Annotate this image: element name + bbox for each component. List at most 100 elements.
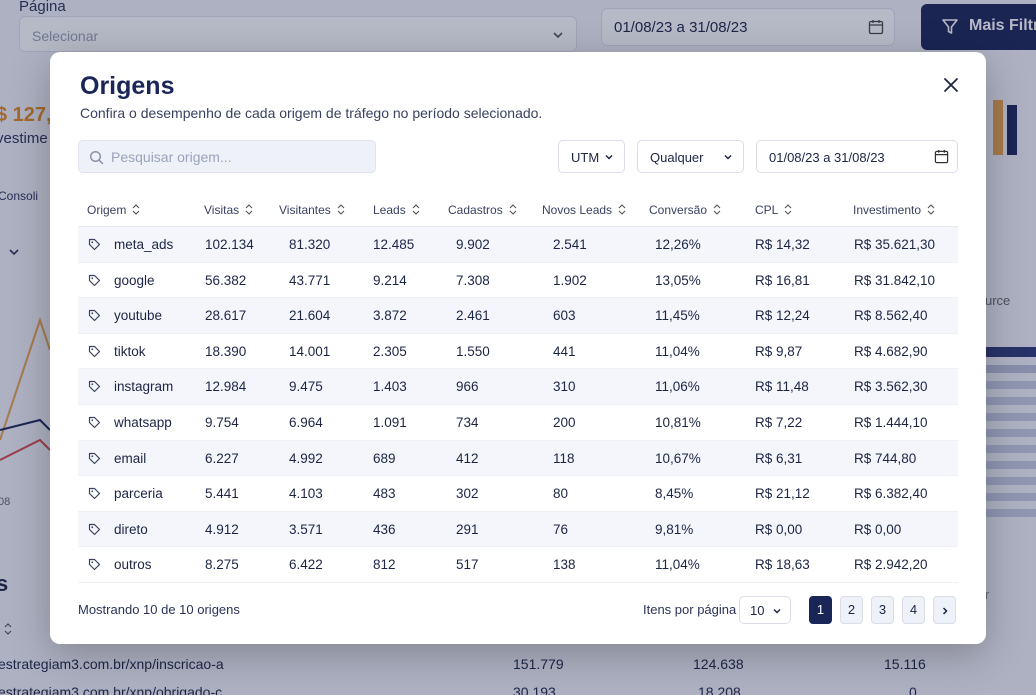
column-header-investimento[interactable]: Investimento: [853, 203, 935, 217]
chart-line-red: [0, 438, 50, 461]
cell-leads: 689: [373, 450, 396, 466]
chevron-down-icon[interactable]: [8, 246, 20, 258]
table-row[interactable]: estrategiam3.com.br/xnp/obrigado-c 30.19…: [0, 680, 1036, 695]
more-filters-button[interactable]: Mais Filtr: [921, 4, 1036, 50]
chart-line-orange: [0, 316, 50, 441]
tag-icon: [88, 345, 101, 357]
column-header-cadastros[interactable]: Cadastros: [448, 203, 517, 217]
sort-icon: [927, 204, 935, 215]
column-header-origem[interactable]: Origem: [87, 203, 140, 217]
cell-leads: 1.091: [373, 414, 407, 430]
cell-origem: instagram: [114, 379, 174, 395]
row-value-2: 18.208: [698, 684, 741, 695]
table-row[interactable]: meta_ads 102.134 81.320 12.485 9.902 2.541 12,…: [78, 227, 958, 263]
cell-cadastros: 734: [456, 414, 479, 430]
cell-visitantes: 6.964: [289, 414, 323, 430]
cell-conversao: 10,81%: [655, 414, 701, 430]
chevron-down-icon: [773, 608, 781, 614]
cell-novos-leads: 441: [553, 343, 576, 359]
cell-cpl: R$ 11,48: [755, 379, 809, 395]
table-row[interactable]: whatsapp 9.754 6.964 1.091 734 200 10,81% R$ 7,…: [78, 405, 958, 441]
cell-visitas: 12.984: [205, 379, 247, 395]
background-stripes: [985, 347, 1036, 517]
cell-cpl: R$ 21,12: [755, 486, 810, 502]
chevron-right-icon: [942, 607, 948, 615]
table-row[interactable]: instagram 12.984 9.475 1.403 966 310 11,06% R$ …: [78, 369, 958, 405]
cell-investimento: R$ 6.382,40: [854, 486, 928, 502]
cell-visitas: 8.275: [205, 557, 239, 573]
page-filter-select[interactable]: Selecionar: [19, 16, 577, 52]
modal-subtitle: Confira o desempenho de cada origem de t…: [80, 105, 543, 121]
table-row[interactable]: direto 4.912 3.571 436 291 76 9,81% R$ 0,00 R$ 0…: [78, 511, 958, 548]
table-row[interactable]: google 56.382 43.771 9.214 7.308 1.902 13,05% R…: [78, 263, 958, 299]
per-page-value: 10: [750, 603, 765, 618]
page-button-1[interactable]: 1: [809, 596, 832, 624]
row-url[interactable]: estrategiam3.com.br/xnp/obrigado-c: [0, 684, 223, 695]
utm-dropdown[interactable]: UTM: [558, 140, 625, 173]
table-row[interactable]: youtube 28.617 21.604 3.872 2.461 603 11,45% R$…: [78, 298, 958, 334]
tag-icon: [88, 452, 101, 464]
tab-consolidated[interactable]: Consoli: [0, 189, 38, 203]
row-url[interactable]: estrategiam3.com.br/xnp/inscricao-a: [0, 656, 224, 672]
table-row[interactable]: parceria 5.441 4.103 483 302 80 8,45% R$ 21,12 R…: [78, 476, 958, 512]
cell-investimento: R$ 2.942,20: [854, 557, 928, 573]
cell-leads: 12.485: [373, 237, 415, 252]
row-value-2: 124.638: [693, 656, 744, 672]
page-button-2[interactable]: 2: [840, 596, 863, 624]
status-dropdown[interactable]: Qualquer: [637, 140, 744, 173]
per-page-select[interactable]: 10: [739, 596, 791, 624]
table-row[interactable]: estrategiam3.com.br/xnp/inscricao-a 151.…: [0, 652, 1036, 678]
background-bar-chart: [993, 100, 1017, 155]
cell-cpl: R$ 18,63: [755, 557, 810, 573]
cell-conversao: 9,81%: [655, 521, 694, 537]
search-origin-input[interactable]: [111, 141, 369, 172]
column-header-label: Origem: [87, 203, 127, 217]
chevron-down-icon: [553, 32, 563, 39]
cell-visitantes: 14.001: [289, 343, 331, 359]
table-row[interactable]: outros 8.275 6.422 812 517 138 11,04% R$ 18,63 R…: [78, 547, 958, 583]
column-header-visitas[interactable]: Visitas: [204, 203, 253, 217]
cell-cadastros: 302: [456, 486, 479, 502]
cell-origem: email: [114, 450, 147, 466]
cell-conversao: 10,67%: [655, 450, 701, 466]
cell-novos-leads: 200: [553, 414, 576, 430]
cell-leads: 9.214: [373, 272, 407, 288]
table-row[interactable]: tiktok 18.390 14.001 2.305 1.550 441 11,04% R$ …: [78, 334, 958, 370]
cell-visitantes: 3.571: [289, 521, 323, 537]
calendar-icon: [934, 149, 949, 164]
page-filter-label: Página: [19, 0, 66, 15]
column-header-cpl[interactable]: CPL: [755, 203, 792, 217]
column-header-leads[interactable]: Leads: [373, 203, 420, 217]
tab-consolidated-label: Consoli: [0, 189, 39, 203]
cell-visitantes: 4.992: [289, 450, 323, 466]
column-header-conversao[interactable]: Conversão: [649, 203, 721, 217]
page-button-4[interactable]: 4: [902, 596, 925, 624]
column-header-novos-leads[interactable]: Novos Leads: [542, 203, 626, 217]
modal-date-picker[interactable]: 01/08/23 a 31/08/23: [756, 140, 958, 173]
page-button-3[interactable]: 3: [871, 596, 894, 624]
cell-investimento: R$ 744,80: [854, 450, 917, 466]
table-row[interactable]: email 6.227 4.992 689 412 118 10,67% R$ 6,31 R$ …: [78, 440, 958, 477]
cell-cpl: R$ 16,81: [755, 272, 810, 288]
column-header-visitantes[interactable]: Visitantes: [279, 203, 345, 217]
more-filters-label: Mais Filtr: [969, 17, 1036, 34]
close-icon[interactable]: [940, 74, 962, 96]
cell-conversao: 13,05%: [655, 272, 701, 288]
kpi-value: $ 127,: [0, 104, 52, 126]
cell-cadastros: 1.550: [456, 343, 490, 359]
sort-icon: [245, 204, 253, 215]
sort-icon[interactable]: [4, 623, 12, 635]
date-range-picker[interactable]: 01/08/23 a 31/08/23: [601, 8, 895, 46]
table-body: meta_ads 102.134 81.320 12.485 9.902 2.541 12,…: [78, 227, 958, 583]
date-range-value: 01/08/23 a 31/08/23: [614, 19, 748, 36]
cell-novos-leads: 1.902: [553, 272, 587, 288]
cell-visitas: 5.441: [205, 486, 239, 502]
row-value-1: 30.193: [513, 684, 556, 695]
next-page-button[interactable]: [933, 596, 956, 624]
cell-visitas: 18.390: [205, 343, 247, 359]
utm-dropdown-value: UTM: [571, 150, 600, 165]
search-origin-field[interactable]: [78, 140, 376, 173]
per-page-label: Itens por página: [643, 602, 737, 617]
cell-origem: youtube: [114, 308, 163, 324]
cell-cadastros: 291: [456, 521, 479, 537]
